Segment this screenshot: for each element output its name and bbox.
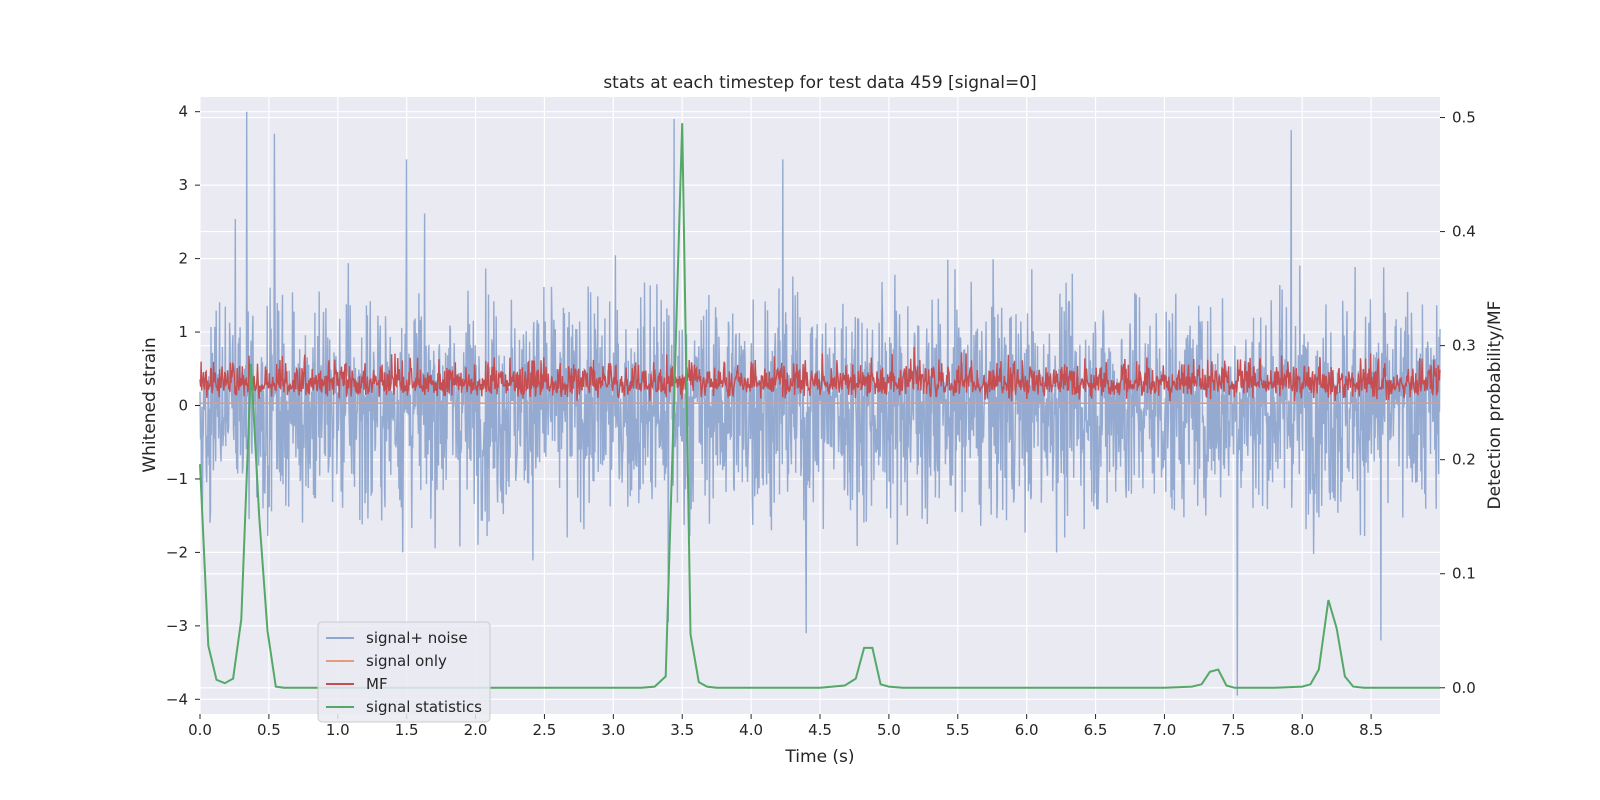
y-tick-label: 4 (178, 103, 188, 121)
series-layer (199, 111, 1441, 696)
y-tick-label: −1 (166, 470, 188, 488)
y-tick-label: 2 (178, 250, 188, 268)
x-tick-label: 4.5 (808, 721, 832, 739)
y2-tick-label: 0.2 (1452, 451, 1476, 469)
x-tick-label: 0.5 (257, 721, 281, 739)
x-tick-label: 7.5 (1221, 721, 1245, 739)
y2-tick-label: 0.5 (1452, 109, 1476, 127)
y-tick-label: 3 (178, 176, 188, 194)
series-signal-statistics-line (199, 123, 1440, 689)
x-tick-label: 2.5 (533, 721, 557, 739)
legend-label: signal statistics (366, 698, 482, 716)
x-tick-label: 5.5 (946, 721, 970, 739)
y2-tick-label: 0.0 (1452, 679, 1476, 697)
x-tick-label: 5.0 (877, 721, 901, 739)
legend-label: MF (366, 675, 388, 693)
y-tick-label: −3 (166, 617, 188, 635)
y2-tick-label: 0.1 (1452, 565, 1476, 583)
x-tick-label: 0.0 (188, 721, 212, 739)
x-tick-label: 1.5 (395, 721, 419, 739)
x-tick-label: 3.0 (601, 721, 625, 739)
x-tick-label: 4.0 (739, 721, 763, 739)
y2-axis-ticks: 0.5 0.4 0.3 0.2 0.1 0.0 (1440, 109, 1476, 697)
x-tick-label: 8.5 (1359, 721, 1383, 739)
legend-box (317, 621, 491, 723)
y-tick-label: 1 (178, 323, 188, 341)
legend: signal+ noise signal only MF signal statist… (317, 621, 491, 723)
y-tick-label: 0 (178, 397, 188, 415)
x-tick-label: 1.0 (326, 721, 350, 739)
y-axis-ticks: 4 3 2 1 0 −1 −2 −3 −4 (166, 103, 200, 708)
y2-tick-label: 0.3 (1452, 337, 1476, 355)
y-axis-label: Whitened strain (140, 337, 160, 472)
x-tick-label: 8.0 (1290, 721, 1314, 739)
x-axis-ticks: 0.0 0.5 1.0 1.5 2.0 2.5 3.0 3.5 4.0 4.5 5.0 5.5 6.0 6… (188, 714, 1383, 739)
legend-label: signal+ noise (366, 629, 468, 647)
series-mf-line (199, 346, 1441, 402)
x-axis-label: Time (s) (784, 747, 854, 767)
x-tick-label: 3.5 (670, 721, 694, 739)
x-tick-label: 7.0 (1153, 721, 1177, 739)
y2-tick-label: 0.4 (1452, 223, 1476, 241)
x-tick-label: 6.0 (1015, 721, 1039, 739)
y-tick-label: −2 (166, 543, 188, 561)
y2-axis-label: Detection probability/MF (1485, 301, 1505, 510)
y-tick-label: −4 (166, 690, 188, 708)
x-tick-label: 6.5 (1084, 721, 1108, 739)
chart-title: stats at each timestep for test data 459… (603, 73, 1036, 93)
x-tick-label: 2.0 (464, 721, 488, 739)
legend-label: signal only (366, 652, 447, 670)
